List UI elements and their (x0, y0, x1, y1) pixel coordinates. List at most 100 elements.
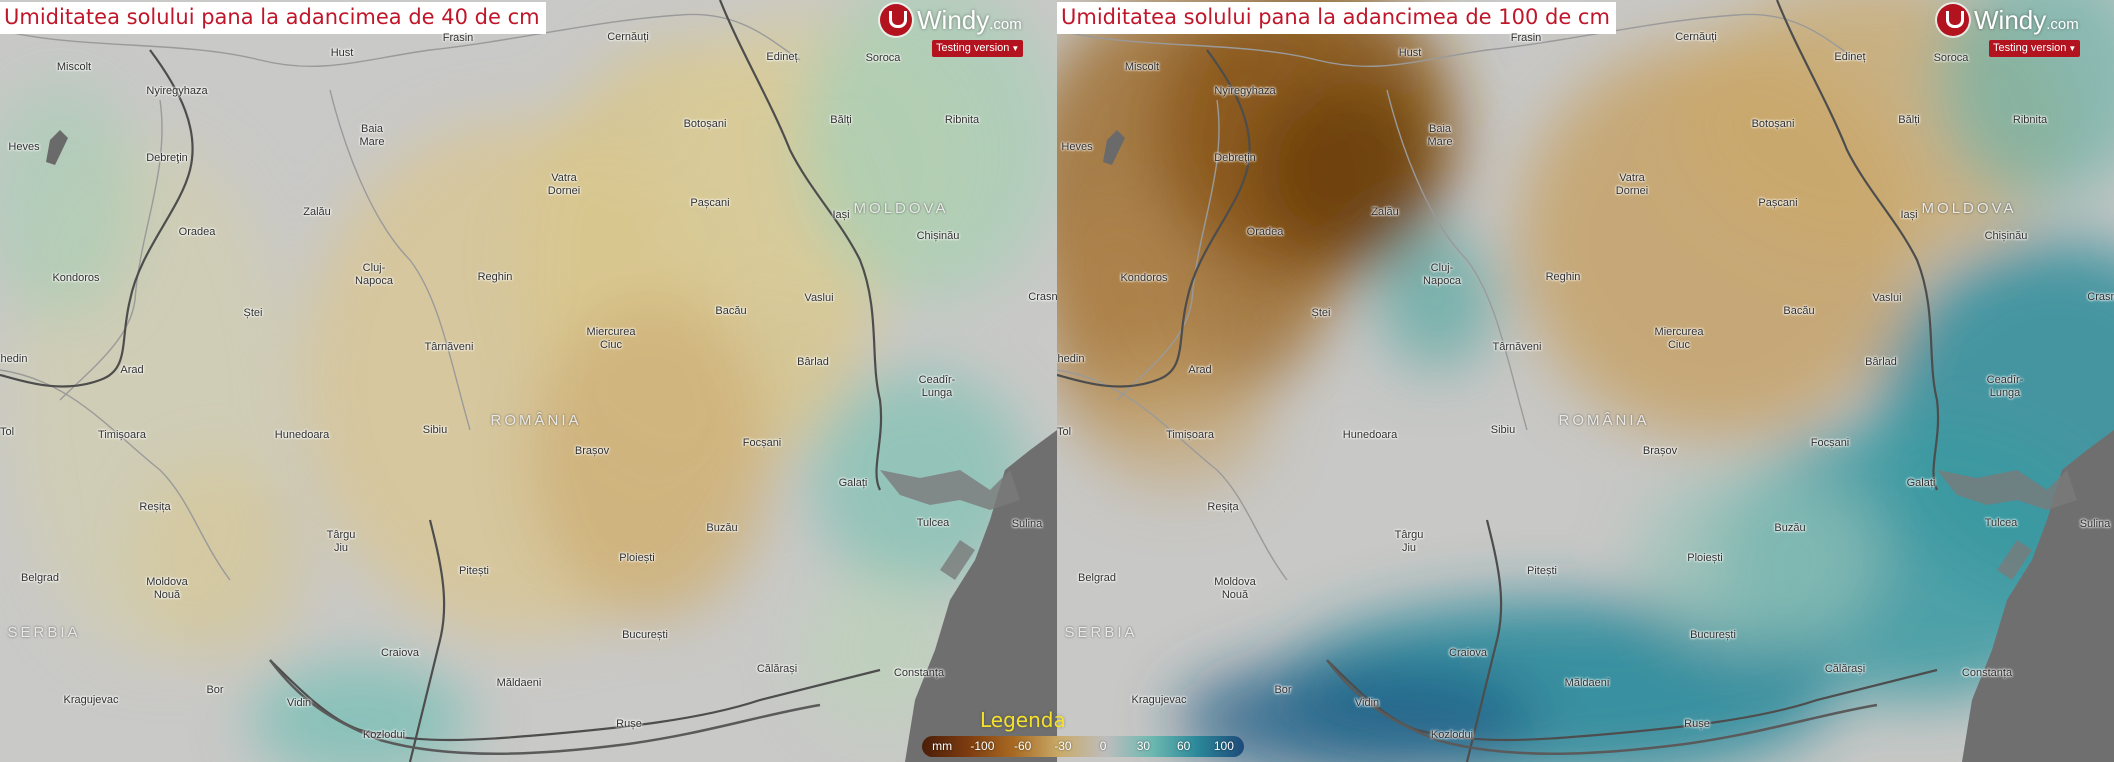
city-label: Cluj- Napoca (1423, 262, 1461, 287)
city-label: Craiova (381, 647, 419, 659)
legend-tick: 60 (1176, 739, 1191, 753)
city-label: Nyiregyhaza (1214, 85, 1276, 97)
legend-tick: -30 (1054, 739, 1072, 753)
legend-title: Legenda (980, 708, 1066, 732)
city-label: Baia Mare (359, 123, 385, 148)
windy-logo[interactable]: Windy.com (880, 2, 1022, 38)
city-label: Iași (1900, 209, 1918, 221)
city-label: Soroca (1933, 52, 1969, 64)
city-label: Timișoara (98, 429, 146, 441)
city-label: Târgu Jiu (1394, 529, 1424, 554)
city-label: Târnăveni (1492, 341, 1542, 353)
city-label: Vidin (286, 697, 312, 709)
legend-tick: 0 (1099, 739, 1107, 753)
city-label: Focșani (742, 437, 782, 449)
city-label: Baia Mare (1427, 123, 1453, 148)
city-label: Ribnita (2012, 114, 2048, 126)
city-label: Ploiești (1687, 552, 1723, 564)
country-label: ROMÂNIA (1558, 412, 1650, 429)
city-label: Vaslui (804, 292, 834, 304)
chevron-down-icon: ▼ (2068, 44, 2077, 53)
city-label: Miercurea Ciuc (586, 326, 636, 351)
city-label: Kondoros (1120, 272, 1168, 284)
city-label: Kragujevac (63, 694, 119, 706)
map-title-40cm: Umiditatea solului pana la adancimea de … (0, 2, 546, 35)
city-label: Cluj- Napoca (355, 262, 393, 287)
city-label: hedin (0, 353, 28, 365)
soil-moisture-map-100cm[interactable] (1057, 0, 2114, 762)
city-label: Tulcea (1984, 517, 2018, 529)
city-label: Debreţin (146, 152, 188, 164)
city-label: Cernăuți (607, 31, 649, 43)
city-label: Reghin (477, 271, 513, 283)
city-label: Cernăuți (1675, 31, 1717, 43)
city-label: Vaslui (1872, 292, 1902, 304)
city-label: hedin (1057, 353, 1085, 365)
country-label: MOLDOVA (1921, 200, 2017, 217)
city-label: Hunedoara (1342, 429, 1398, 441)
city-label: Oradea (1246, 226, 1284, 238)
city-label: Arad (120, 364, 144, 376)
city-label: Bor (206, 684, 224, 696)
legend-tick: 30 (1136, 739, 1151, 753)
city-label: Arad (1188, 364, 1212, 376)
city-label: Reșița (1207, 501, 1239, 513)
testing-version-button[interactable]: Testing version ▼ (932, 40, 1024, 57)
city-label: Sulina (2079, 518, 2111, 530)
city-label: Frasin (1510, 32, 1542, 44)
city-label: Edineț (1834, 51, 1866, 63)
map-panel-40cm[interactable]: Umiditatea solului pana la adancimea de … (0, 0, 1057, 762)
city-label: Hunedoara (274, 429, 330, 441)
city-label: Zalău (303, 206, 331, 218)
soil-moisture-map-40cm[interactable] (0, 0, 1057, 762)
city-label: Kozlodui (1430, 729, 1474, 741)
city-label: Bacău (1783, 305, 1815, 317)
city-label: Călărași (1824, 663, 1866, 675)
city-label: Târnăveni (424, 341, 474, 353)
city-label: Kozlodui (362, 729, 406, 741)
city-label: Tol (0, 426, 15, 438)
windy-logo[interactable]: Windy.com (1937, 2, 2079, 38)
windy-logo-icon (1937, 4, 1969, 36)
city-label: București (622, 629, 668, 641)
city-label: Botoșani (1751, 118, 1795, 130)
city-label: Bârlad (797, 356, 829, 368)
city-label: Hust (1398, 47, 1422, 59)
city-label: Bor (1274, 684, 1292, 696)
testing-version-button[interactable]: Testing version ▼ (1989, 40, 2081, 57)
chevron-down-icon: ▼ (1011, 44, 1020, 53)
city-label: Sibiu (1490, 424, 1516, 436)
city-label: Măldaeni (1564, 677, 1610, 689)
city-label: Tulcea (916, 517, 950, 529)
city-label: Bălți (1898, 114, 1920, 126)
city-label: Moldova Nouă (146, 576, 188, 601)
city-label: Oradea (178, 226, 216, 238)
city-label: Crasne (2087, 291, 2114, 303)
city-label: Pașcani (690, 197, 730, 209)
legend-tick: -60 (1013, 739, 1032, 753)
city-label: Debreţin (1214, 152, 1256, 164)
city-label: Rușe (1684, 718, 1710, 730)
city-label: Rușe (616, 718, 642, 730)
city-label: Timișoara (1166, 429, 1214, 441)
city-label: Frasin (442, 32, 474, 44)
city-label: Ștei (243, 307, 263, 319)
map-panel-100cm[interactable]: Umiditatea solului pana la adancimea de … (1057, 0, 2114, 762)
city-label: Constanța (893, 667, 945, 679)
city-label: Moldova Nouă (1214, 576, 1256, 601)
city-label: Măldaeni (496, 677, 542, 689)
windy-logo-icon (880, 4, 912, 36)
city-label: Craiova (1449, 647, 1487, 659)
city-label: Soroca (865, 52, 901, 64)
city-label: Pașcani (1758, 197, 1798, 209)
city-label: Buzău (1774, 522, 1806, 534)
city-label: Brașov (574, 445, 610, 457)
city-label: Vatra Dornei (1615, 172, 1649, 197)
city-label: Tol (1057, 426, 1072, 438)
city-label: Târgu Jiu (326, 529, 356, 554)
city-label: Reghin (1545, 271, 1581, 283)
city-label: Ștei (1311, 307, 1331, 319)
city-label: Focșani (1810, 437, 1850, 449)
city-label: Chișinău (916, 230, 960, 242)
city-label: Bacău (715, 305, 747, 317)
